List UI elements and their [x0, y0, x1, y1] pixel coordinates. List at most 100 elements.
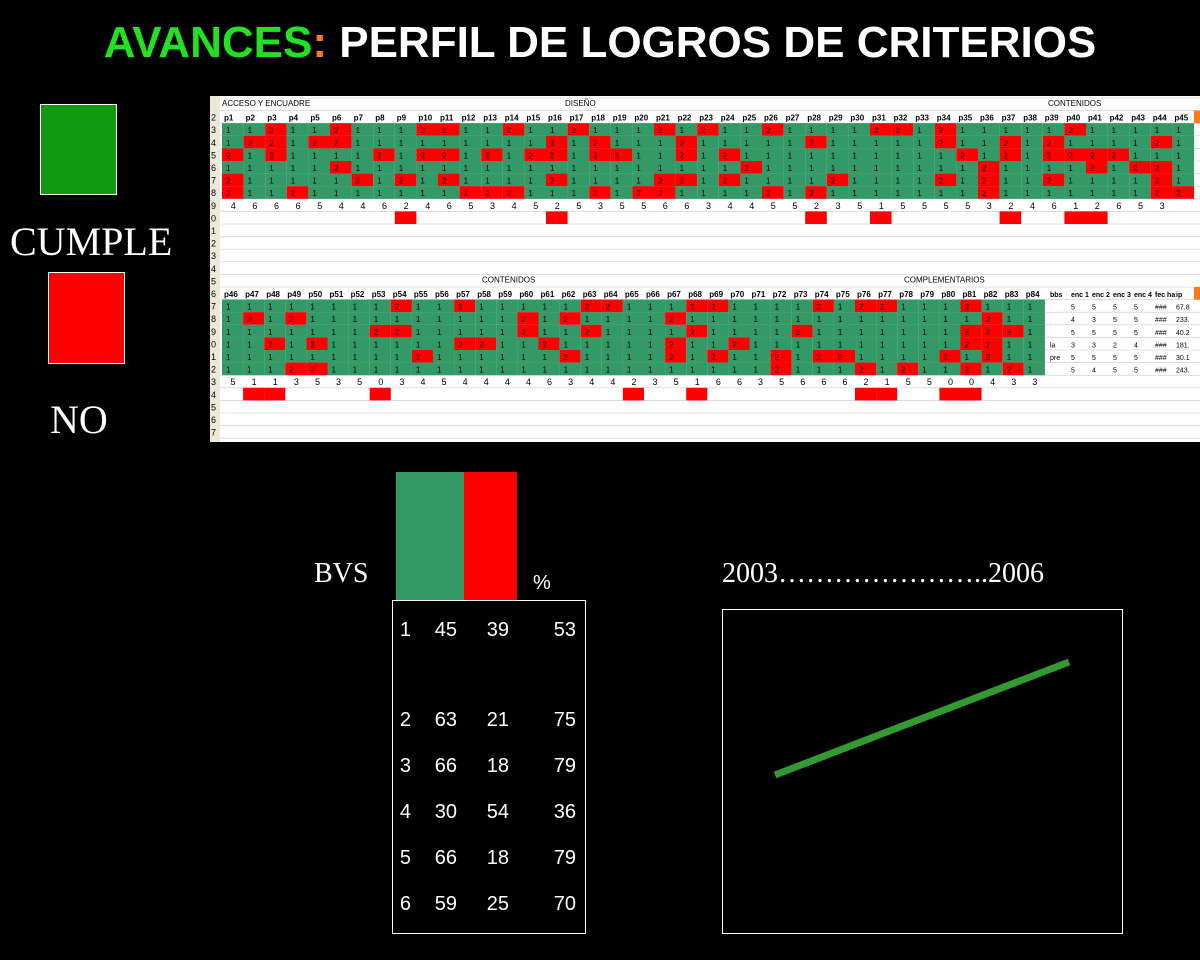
top-cell-cumple — [438, 135, 460, 149]
bottom-total: 5 — [357, 377, 362, 387]
trend-year-range: 2003…………………..2006 — [722, 558, 1044, 589]
side-value: 4 — [1134, 342, 1138, 349]
bottom-cell-cumple — [897, 324, 919, 338]
bottom-cell-cumple — [327, 324, 349, 338]
bvs-value-cumple: 63 — [434, 709, 457, 731]
top-cell-value: 1 — [399, 189, 404, 198]
bottom-cell-cumple — [622, 350, 644, 363]
top-cell-value: 1 — [1047, 164, 1052, 173]
side-header: ip — [1176, 292, 1182, 299]
bottom-flag-cell — [264, 387, 286, 401]
top-total: 4 — [1030, 201, 1035, 211]
row-number: 8 — [211, 314, 216, 324]
bottom-cell-cumple — [833, 337, 855, 350]
bottom-header: p68 — [688, 290, 702, 299]
top-cell-no — [330, 161, 352, 174]
top-cell-no — [1042, 148, 1065, 161]
top-cell-cumple — [502, 161, 525, 174]
bottom-cell-value: 1 — [838, 366, 843, 375]
top-cell-value: 2 — [1155, 189, 1160, 198]
bottom-cell-value: 1 — [690, 315, 695, 324]
top-header: p38 — [1023, 114, 1037, 123]
top-cell-value: 2 — [377, 151, 382, 160]
bottom-cell-cumple — [960, 350, 982, 363]
bottom-header: p69 — [709, 290, 723, 299]
bottom-cell-cumple — [960, 312, 982, 325]
top-cell-value: 1 — [291, 177, 296, 186]
side-header: fec ha — [1155, 292, 1175, 299]
top-cell-cumple — [718, 161, 741, 174]
bottom-total: 6 — [842, 377, 847, 387]
side-value: 30.1 — [1176, 355, 1190, 362]
top-cell-cumple — [848, 161, 870, 174]
bottom-header: p81 — [963, 290, 977, 299]
bottom-cell-value: 2 — [711, 303, 716, 312]
bottom-cell-cumple — [369, 299, 391, 313]
top-cell-value: 1 — [356, 126, 361, 135]
row-header-column — [210, 96, 220, 442]
top-cell-value: 2 — [1155, 177, 1160, 186]
top-cell-no — [1150, 186, 1173, 199]
bottom-cell-value: 1 — [416, 340, 421, 349]
bottom-cell-value: 1 — [669, 328, 674, 337]
bottom-cell-cumple — [939, 337, 961, 350]
top-cell-value: 1 — [1112, 139, 1117, 148]
bottom-cell-value: 1 — [500, 303, 505, 312]
top-cell-cumple — [783, 161, 806, 174]
bottom-cell-value: 1 — [374, 353, 379, 362]
row-number: 4 — [211, 264, 216, 274]
bottom-cell-value: 2 — [585, 303, 590, 312]
top-cell-cumple — [1021, 186, 1043, 199]
bottom-cell-cumple — [601, 312, 623, 325]
bottom-cell-value: 2 — [965, 366, 970, 375]
side-value: 3 — [1071, 342, 1075, 349]
top-cell-cumple — [697, 173, 719, 187]
bottom-cell-cumple — [433, 312, 455, 325]
top-cell-cumple — [567, 135, 590, 149]
bottom-cell-cumple — [791, 350, 813, 363]
bottom-cell-cumple — [918, 362, 940, 376]
bvs-value-cumple: 66 — [434, 847, 457, 869]
top-total: 3 — [598, 201, 603, 211]
top-cell-value: 1 — [960, 164, 965, 173]
bottom-cell-value: 1 — [247, 353, 252, 362]
top-cell-value: 2 — [550, 139, 555, 148]
top-cell-no — [265, 148, 287, 161]
top-cell-value: 1 — [896, 177, 901, 186]
bottom-cell-cumple — [601, 362, 623, 376]
top-cell-cumple — [1021, 148, 1043, 161]
bottom-header: p64 — [604, 290, 618, 299]
bottom-cell-value: 1 — [226, 315, 231, 324]
top-cell-cumple — [870, 173, 892, 187]
bottom-cell-cumple — [538, 312, 560, 325]
bottom-cell-no — [601, 299, 623, 313]
bottom-cell-value: 1 — [606, 328, 611, 337]
top-cell-cumple — [459, 148, 482, 161]
top-total: 1 — [1073, 201, 1078, 211]
top-cell-cumple — [826, 161, 849, 174]
top-cell-no — [978, 161, 1000, 174]
bottom-cell-cumple — [411, 362, 433, 376]
bottom-cell-cumple — [622, 299, 644, 313]
bottom-cell-no — [960, 337, 982, 350]
top-header: p25 — [742, 114, 756, 123]
top-cell-cumple — [416, 173, 438, 187]
bottom-cell-value: 1 — [711, 366, 716, 375]
top-cell-cumple — [351, 135, 374, 149]
bottom-total: 3 — [758, 377, 763, 387]
top-cell-value: 2 — [420, 126, 425, 135]
top-cell-value: 2 — [334, 139, 339, 148]
top-cell-no — [438, 123, 460, 136]
bottom-cell-value: 1 — [353, 340, 358, 349]
top-total: 6 — [447, 201, 452, 211]
top-cell-value: 1 — [788, 139, 793, 148]
row-number: 4 — [211, 138, 216, 148]
bottom-cell-value: 1 — [585, 340, 590, 349]
top-cell-value: 2 — [636, 189, 641, 198]
bottom-cell-value: 1 — [310, 315, 315, 324]
top-header: p28 — [807, 114, 821, 123]
bottom-cell-cumple — [601, 324, 623, 338]
bottom-cell-cumple — [644, 312, 666, 325]
top-total: 2 — [404, 201, 409, 211]
top-cell-cumple — [286, 148, 309, 161]
